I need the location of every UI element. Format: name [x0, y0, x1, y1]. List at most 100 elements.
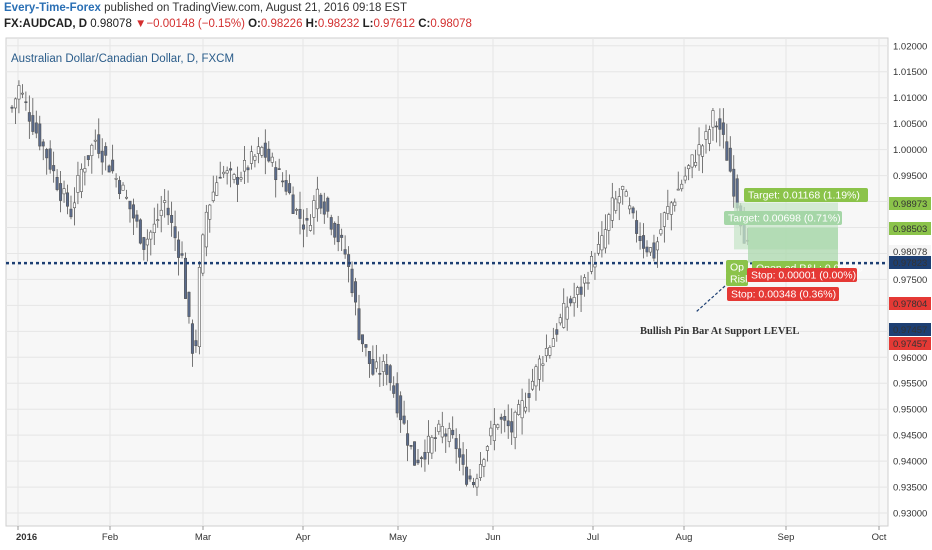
label-box [726, 260, 748, 274]
y-tick-label: 1.02000 [893, 41, 927, 52]
candle-body [551, 338, 555, 347]
candle-body [239, 177, 243, 180]
candle-body [121, 184, 125, 191]
position-overlay: Target: 0.01168 (1.19%) Target: 0.00698 (… [6, 188, 888, 337]
candle-body [38, 123, 42, 147]
candle-body [628, 205, 632, 210]
y-tick-label: 1.01000 [893, 93, 927, 104]
candle-body [399, 395, 403, 421]
candle-body [444, 433, 448, 437]
candle-body [701, 145, 705, 157]
y-tick-label: 0.94000 [893, 457, 927, 468]
change-value: −0.00148 (−0.15%) [146, 18, 245, 30]
candle-body [326, 197, 330, 212]
candle-body [211, 191, 215, 202]
price-axis[interactable]: 1.02000 1.01500 1.01000 1.00500 1.00000 0.995… [893, 41, 927, 519]
label-box [724, 211, 842, 225]
publish-info: published on TradingView.com, August 21,… [104, 2, 407, 14]
y-tick-label: 0.95500 [893, 379, 927, 390]
candle-body [291, 194, 295, 214]
label-text: Target: 0.00698 (0.71%) [728, 213, 841, 225]
candle-body [624, 191, 628, 197]
candle-body [381, 361, 385, 372]
candle-body [24, 101, 28, 104]
x-tick-label: Apr [296, 532, 311, 543]
candle-body [385, 364, 389, 375]
candle-body [357, 308, 361, 340]
candles [10, 80, 750, 496]
candlestick-chart[interactable]: Target: 0.01168 (1.19%) Target: 0.00698 (… [0, 34, 932, 550]
candle-body [648, 247, 652, 253]
candle-body [10, 106, 14, 109]
candle-body [72, 202, 76, 209]
candle-body [360, 334, 364, 345]
candle-body [617, 196, 621, 204]
candle-body [416, 459, 420, 464]
candle-body [270, 156, 274, 163]
candle-body [534, 366, 538, 387]
candle-body [697, 144, 701, 156]
candle-body [55, 176, 59, 190]
last-price: 0.98078 [90, 18, 132, 30]
candle-body [732, 168, 736, 197]
x-tick-label: Mar [195, 532, 211, 543]
position-label: Op [726, 260, 748, 274]
candle-body [350, 268, 354, 294]
open-value: 0.98226 [260, 18, 303, 30]
price-tag: 0.98503 [889, 222, 931, 235]
candle-body [621, 185, 625, 190]
candle-body [128, 200, 132, 210]
candle-body [156, 219, 160, 222]
candle-body [336, 223, 340, 243]
candle-body [558, 317, 562, 324]
candle-body [59, 183, 63, 201]
y-tick-label: 0.97500 [893, 275, 927, 286]
price-tag: 0.97804 [889, 297, 931, 310]
candle-body [687, 165, 691, 170]
author-link[interactable]: Every-Time-Forex [4, 2, 101, 14]
candle-body [201, 234, 205, 274]
candle-body [631, 207, 635, 214]
candle-body [392, 385, 396, 394]
candle-body [437, 423, 441, 432]
candle-body [395, 383, 399, 414]
publish-header: Every-Time-Forex published on TradingVie… [4, 2, 407, 14]
candle-body [364, 344, 368, 348]
high-value: 0.98232 [317, 18, 360, 30]
candle-body [468, 475, 472, 480]
candle-body [506, 420, 510, 427]
price-tag-text: 0.97457 [893, 339, 927, 350]
candle-body [260, 147, 264, 156]
candle-body [694, 162, 698, 166]
price-tag-text: 0.98973 [893, 199, 927, 210]
time-axis[interactable]: 2016 Feb Mar Apr May Jun Jul Aug Sep Oct [16, 526, 887, 543]
x-tick-label: Sep [778, 532, 795, 543]
candle-body [79, 168, 83, 192]
candle-body [163, 200, 167, 203]
ohlc-header: FX:AUDCAD, D 0.98078 ▼−0.00148 (−0.15%) … [4, 18, 472, 30]
candle-body [374, 361, 378, 369]
candle-body [513, 411, 517, 438]
label-box [744, 188, 868, 202]
candle-body [253, 155, 257, 161]
candle-body [114, 177, 118, 180]
candle-body [680, 183, 684, 190]
candle-body [367, 351, 371, 364]
candle-body [565, 306, 569, 320]
candle-body [638, 235, 642, 242]
candle-body [489, 427, 493, 437]
candle-body [655, 241, 659, 251]
candle-body [242, 160, 246, 172]
y-tick-label: 1.00000 [893, 145, 927, 156]
candle-body [222, 171, 226, 175]
candle-body [354, 281, 358, 303]
candle-body [517, 404, 521, 415]
candle-body [288, 183, 292, 194]
candle-body [232, 174, 236, 180]
candle-body [173, 226, 177, 239]
candle-body [562, 303, 566, 328]
candle-body [308, 225, 312, 231]
candle-body [177, 239, 181, 258]
y-tick-label: 1.00500 [893, 119, 927, 130]
candle-body [236, 176, 240, 185]
